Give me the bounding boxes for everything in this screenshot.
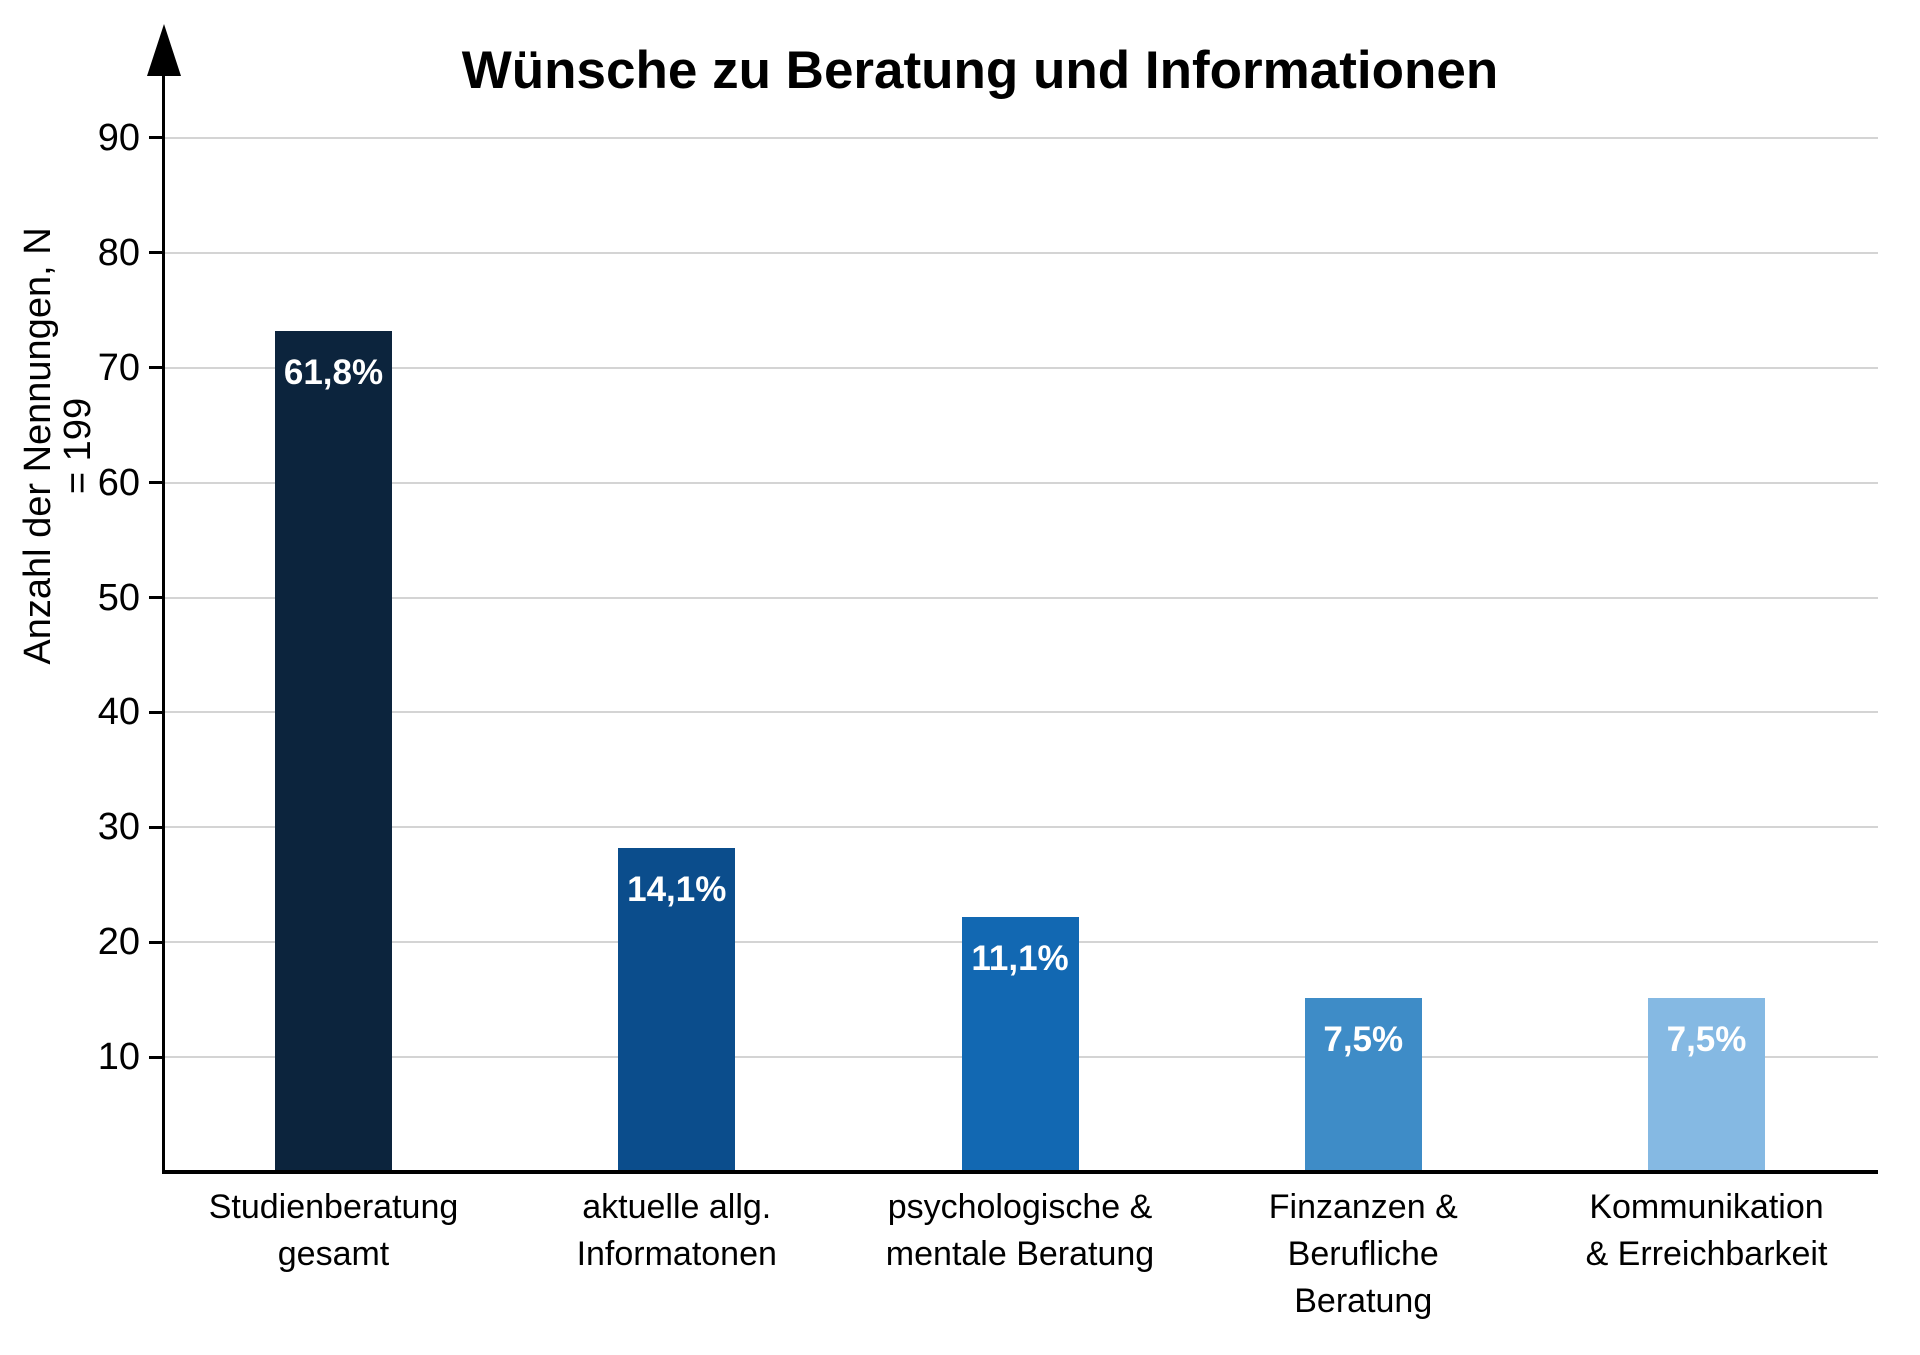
bar-4: 7,5% [1304,997,1422,1170]
y-tick-label: 20 [97,921,140,964]
y-tick-label: 50 [97,576,140,619]
y-tick-label: 80 [97,231,140,274]
gridline-30 [162,826,1878,829]
x-category-label: aktuelle allg. Informatonen [576,1188,777,1273]
y-tick-label: 70 [97,346,140,389]
y-tick-20 [149,940,162,944]
y-tick-50 [149,596,162,600]
gridline-90 [162,136,1878,139]
bar-value-label: 14,1% [627,870,727,910]
x-axis-line [162,1170,1878,1174]
plot-area: 10 20 30 40 50 60 70 80 90 61,8% 14,1% 11,1% 7,5% 7,5… [98,0,1878,1174]
y-tick-label: 10 [97,1036,140,1079]
y-axis-line [162,58,165,1172]
gridline-50 [162,596,1878,599]
y-tick-90 [149,136,162,140]
x-category-label: Kommunikation & Erreichbarkeit [1585,1188,1828,1273]
x-category-label: psychologische & mentale Beratung [885,1188,1155,1273]
y-tick-label: 40 [97,691,140,734]
bar-3: 11,1% [961,917,1079,1170]
bar-value-label: 7,5% [1666,1019,1747,1059]
x-category-label: Studienberatung gesamt [208,1188,459,1273]
bar-value-label: 61,8% [283,353,384,393]
y-axis-arrow-icon [147,24,181,76]
y-tick-60 [149,481,162,485]
gridline-60 [162,481,1878,484]
y-tick-30 [149,825,162,829]
bar-2: 14,1% [618,848,736,1170]
x-category-label: Finzanzen & Berufliche Beratung [1268,1188,1458,1320]
y-tick-10 [149,1055,162,1059]
y-tick-80 [149,251,162,255]
y-tick-40 [149,710,162,714]
y-tick-label: 90 [97,116,140,159]
gridline-40 [162,711,1878,714]
bar-value-label: 7,5% [1323,1019,1404,1059]
chart-title: Wünsche zu Beratung und Informationen [461,41,1499,100]
gridline-70 [162,366,1878,369]
y-tick-70 [149,366,162,370]
gridline-80 [162,251,1878,254]
y-tick-label: 60 [97,461,140,504]
bar-5: 7,5% [1648,997,1765,1170]
y-tick-label: 30 [97,806,140,849]
bar-value-label: 11,1% [971,939,1069,979]
bar-1: 61,8% [275,331,392,1170]
